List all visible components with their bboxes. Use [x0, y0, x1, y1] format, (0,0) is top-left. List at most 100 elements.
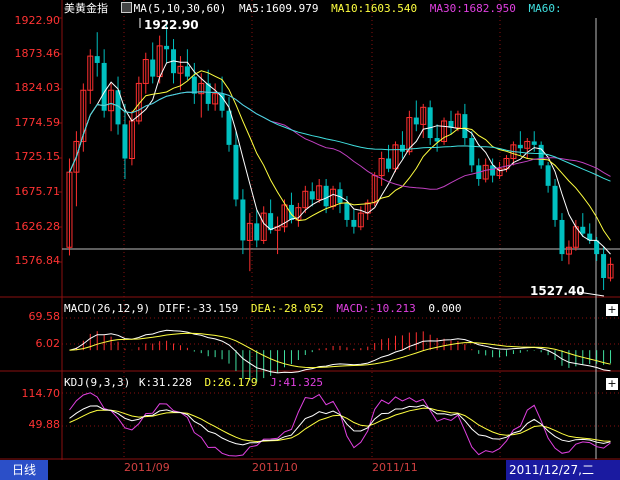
kdj-tick: 114.70	[21, 387, 61, 400]
candle-body	[552, 185, 558, 220]
chart-toggle-icon[interactable]	[120, 2, 132, 13]
price-tick: 1576.84	[14, 254, 61, 267]
candle-body	[309, 191, 315, 200]
candle-body	[135, 82, 142, 122]
macd-extra-value: 0.000	[428, 302, 462, 315]
candle-body	[420, 106, 427, 125]
candle-body	[434, 138, 440, 142]
macd-tick: 6.02	[35, 337, 61, 350]
cursor-date-readout: 2011/12/27,二	[506, 460, 620, 480]
j-line	[69, 392, 611, 457]
candle-body	[101, 62, 107, 111]
period-tab-daily[interactable]: 日线	[0, 460, 48, 480]
candle-body	[122, 124, 128, 159]
macd-params: MACD(26,12,9)	[64, 302, 151, 315]
price-tick: 1725.15	[14, 150, 61, 163]
candle-body	[254, 223, 260, 241]
candle-body	[177, 65, 184, 74]
candle-body	[517, 144, 523, 149]
ma30-line	[69, 91, 611, 190]
date-tick: 2011/11	[372, 461, 418, 474]
expand-panel-button[interactable]: +	[606, 377, 618, 390]
ma-params: MA(5,10,30,60)	[133, 2, 227, 15]
candle-body	[454, 113, 461, 129]
low-marker	[577, 291, 605, 297]
candle-body	[392, 144, 399, 170]
candle-body	[316, 185, 323, 200]
candle-body	[115, 90, 121, 125]
ma5-value: MA5:1609.979	[238, 2, 319, 15]
candle-body	[601, 254, 607, 278]
candle-body	[351, 219, 357, 227]
price-tick: 1675.71	[14, 185, 61, 198]
ma10-line	[69, 70, 611, 241]
price-tick: 1873.46	[14, 47, 61, 60]
price-panel-header: 美黄金指 MA(5,10,30,60) MA5:1609.979 MA10:16…	[64, 2, 568, 16]
dea-line	[69, 332, 611, 369]
candle-body	[565, 246, 572, 255]
candle-body	[150, 59, 156, 77]
ma60-value: MA60:	[528, 2, 562, 15]
candle-body	[246, 222, 253, 241]
candle-body	[594, 240, 600, 255]
k-line	[69, 404, 611, 446]
diff-line	[69, 329, 611, 374]
candle-body	[108, 89, 115, 112]
candle-body	[386, 158, 392, 169]
candle-body	[281, 204, 288, 228]
ma5-line	[69, 60, 611, 255]
expand-panel-button[interactable]: +	[606, 303, 618, 316]
candle-body	[406, 117, 413, 153]
k-value: K:31.228	[138, 376, 192, 389]
macd-panel-header: MACD(26,12,9) DIFF:-33.159 DEA:-28.052 M…	[64, 302, 468, 316]
candle-body	[413, 117, 419, 125]
candle-body	[587, 233, 593, 241]
candle-body	[482, 164, 489, 180]
symbol-title: 美黄金指	[64, 2, 108, 15]
candle-body	[344, 202, 350, 220]
candle-body	[531, 141, 537, 145]
candle-body	[462, 114, 468, 139]
candle-body	[448, 120, 454, 128]
candle-body	[378, 158, 385, 177]
candle-body	[226, 110, 232, 145]
d-value: D:26.179	[204, 376, 258, 389]
candle-body	[205, 83, 211, 104]
candle-body	[302, 190, 309, 209]
candle-body	[240, 199, 246, 241]
candle-body	[184, 66, 190, 77]
candle-body	[427, 107, 433, 139]
candle-body	[538, 144, 544, 166]
candle-body	[73, 140, 80, 173]
candle-body	[94, 56, 100, 63]
ma60-line	[69, 91, 611, 182]
candle-body	[191, 76, 197, 94]
price-tick: 1626.28	[14, 220, 61, 233]
candle-body	[524, 140, 531, 149]
candle-body	[559, 219, 565, 255]
candle-body	[288, 204, 294, 220]
candle-body	[337, 189, 343, 203]
candle-body	[441, 120, 448, 142]
candle-body	[260, 212, 267, 241]
candle-body	[580, 226, 586, 234]
date-tick: 2011/09	[124, 461, 170, 474]
candle-body	[212, 93, 219, 105]
candle-body	[545, 165, 551, 186]
date-tick: 2011/10	[252, 461, 298, 474]
macd-tick: 69.58	[28, 310, 61, 323]
kdj-tick: 49.88	[28, 418, 61, 431]
candle-body	[357, 212, 364, 228]
j-value: J:41.325	[270, 376, 324, 389]
low-price-label: 1527.40	[530, 284, 585, 298]
candle-body	[233, 144, 239, 200]
candle-body	[268, 213, 274, 231]
dea-value: DEA:-28.052	[250, 302, 324, 315]
candle-body	[219, 93, 225, 111]
candle-body	[496, 168, 503, 177]
candle-body	[399, 144, 405, 152]
candle-body	[607, 263, 614, 279]
price-tick: 1922.90	[14, 14, 61, 27]
